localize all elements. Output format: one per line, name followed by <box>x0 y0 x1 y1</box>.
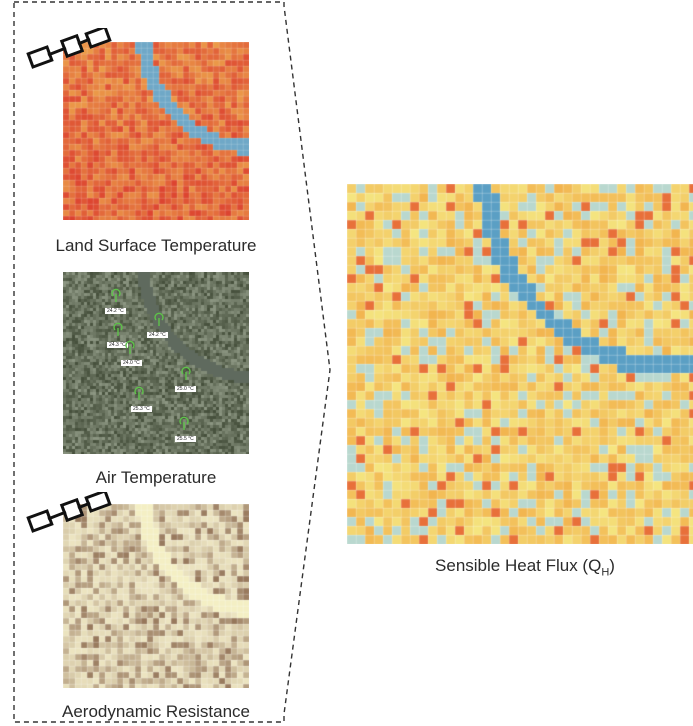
station-label: 25.3 °C <box>131 406 152 412</box>
caption-subscript: H <box>601 566 610 579</box>
station-label: 24.0 °C <box>121 360 142 366</box>
land-surface-temperature-map <box>63 42 249 220</box>
satellite-icon <box>26 492 112 533</box>
station-label: 24.3 °C <box>107 342 128 348</box>
aerodynamic-resistance-caption: Aerodynamic Resistance <box>61 702 251 721</box>
land-surface-temperature-caption: Land Surface Temperature <box>55 236 257 255</box>
sensible-heat-flux-caption: Sensible Heat Flux (QH) <box>380 556 670 578</box>
sensible-heat-flux-map <box>347 184 693 544</box>
station-label: 24.2 °C <box>147 332 168 338</box>
station-layer: 24.2 °C 24.2 °C 24.3 °C 24.0 °C 25.0 °C … <box>63 272 249 454</box>
caption-main: Sensible Heat Flux (Q <box>435 556 602 575</box>
air-temperature-caption: Air Temperature <box>95 468 217 487</box>
station-label: 25.0 °C <box>175 386 196 392</box>
thermometer-station-icon <box>111 288 191 430</box>
station-label: 24.2 °C <box>105 308 126 314</box>
satellite-icon <box>26 28 112 69</box>
air-temperature-aerial-map <box>63 272 249 454</box>
caption-end: ) <box>609 556 615 575</box>
aerodynamic-resistance-map <box>63 504 249 688</box>
station-label: 25.5 °C <box>175 436 196 442</box>
